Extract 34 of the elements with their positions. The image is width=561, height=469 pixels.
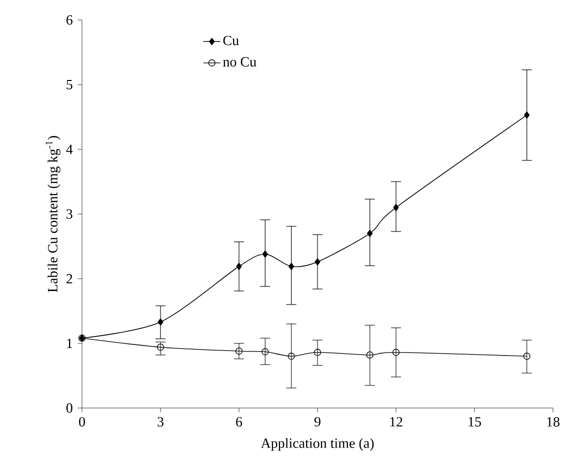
- point: [156, 344, 164, 351]
- point: [393, 204, 399, 212]
- x-axis-title: Application time (a): [260, 438, 374, 451]
- point: [262, 348, 269, 356]
- y-tick-label: 3: [66, 209, 72, 219]
- point: [288, 352, 295, 360]
- y-axis-title: Labile Cu content (mg kg$^{-1}$): [46, 136, 60, 292]
- x-tick-label: 15: [468, 417, 481, 426]
- point: [262, 250, 268, 258]
- y-tick-label: 2: [66, 274, 72, 284]
- point: [235, 347, 243, 355]
- point: [366, 351, 374, 359]
- x-tick-label: 18: [547, 417, 560, 427]
- legend-label: no Cu: [223, 57, 256, 67]
- y-tick-label: 1: [67, 338, 72, 348]
- point: [314, 348, 322, 356]
- point: [524, 111, 530, 119]
- point: [392, 348, 400, 356]
- point: [314, 258, 320, 266]
- x-tick-label: 6: [236, 417, 242, 427]
- point: [523, 352, 530, 360]
- point: [367, 230, 373, 237]
- x-tick-label: 9: [314, 417, 320, 427]
- legend-label: Cu: [223, 36, 239, 46]
- point: [236, 262, 242, 270]
- x-tick-label: 0: [79, 417, 85, 427]
- y-tick-label: 6: [66, 15, 72, 25]
- y-tick-label: 4: [66, 144, 73, 154]
- x-tick-label: 12: [390, 417, 402, 426]
- y-tick-label: 0: [66, 403, 72, 413]
- point: [158, 318, 164, 326]
- y-tick-label: 5: [66, 80, 72, 90]
- point: [288, 262, 294, 270]
- x-tick-label: 3: [158, 417, 164, 427]
